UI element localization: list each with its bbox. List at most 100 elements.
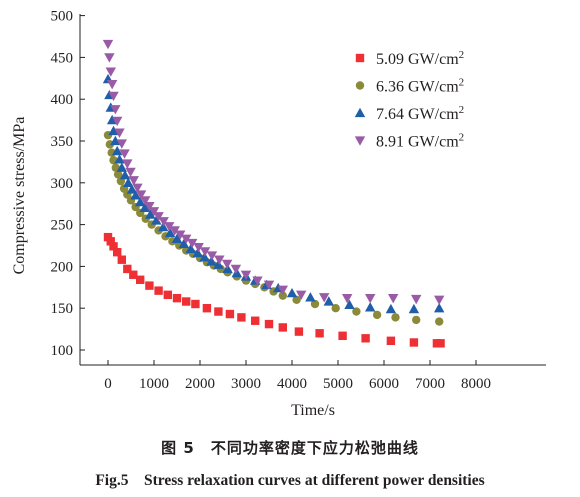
data-point xyxy=(436,339,445,348)
legend-marker xyxy=(355,53,365,63)
data-point xyxy=(391,313,400,322)
data-point xyxy=(338,331,347,340)
data-point xyxy=(130,190,141,200)
data-point xyxy=(164,227,176,238)
data-point xyxy=(408,303,420,314)
data-point xyxy=(178,238,190,248)
y-tick-label: 150 xyxy=(51,301,74,317)
data-point xyxy=(129,270,138,279)
legend-label: 7.64 GW/cm2 xyxy=(376,104,464,123)
data-point xyxy=(361,334,370,343)
data-point xyxy=(151,215,162,225)
data-point xyxy=(186,238,198,249)
data-point xyxy=(365,294,376,304)
data-point xyxy=(106,237,115,246)
data-point xyxy=(214,307,223,316)
data-point xyxy=(132,183,143,194)
data-point xyxy=(385,303,397,314)
legend-label-text: 8.91 GW/cm xyxy=(376,134,459,151)
data-point xyxy=(108,91,119,102)
x-tick-label: 8000 xyxy=(461,376,491,392)
legend-entry-3: 7.64 GW/cm2 xyxy=(354,104,464,123)
data-point xyxy=(135,196,146,207)
data-point xyxy=(125,167,136,178)
data-point xyxy=(182,297,191,306)
figure-caption-english: Fig.5 Stress relaxation curves at differ… xyxy=(95,472,485,489)
data-point xyxy=(148,207,160,217)
y-axis-title: Compressive stress/MPa xyxy=(11,117,28,275)
data-point xyxy=(135,190,147,200)
data-point xyxy=(119,170,131,180)
x-tick-label: 3000 xyxy=(231,376,261,392)
data-point xyxy=(231,267,242,278)
data-point xyxy=(163,290,172,300)
y-tick-label: 500 xyxy=(51,9,74,25)
data-point xyxy=(114,154,125,164)
y-tick-label: 400 xyxy=(51,92,74,108)
y-tick-label: 450 xyxy=(51,50,74,66)
data-point xyxy=(145,209,156,219)
data-point xyxy=(230,264,242,275)
data-point xyxy=(206,251,218,261)
data-point xyxy=(323,296,334,306)
series-4-points xyxy=(102,39,445,306)
legend-marker xyxy=(354,107,366,118)
legend-entry-2: 6.36 GW/cm2 xyxy=(355,77,464,96)
data-point xyxy=(434,303,445,313)
data-point xyxy=(372,310,382,320)
data-point xyxy=(435,317,444,326)
data-point xyxy=(116,162,127,172)
x-tick-label: 7000 xyxy=(415,376,445,392)
data-point xyxy=(292,295,301,305)
legend-label-text: 5.09 GW/cm xyxy=(376,51,459,68)
data-point xyxy=(294,327,304,336)
y-tick-label: 100 xyxy=(51,343,74,359)
data-point xyxy=(113,247,122,257)
data-point xyxy=(296,290,307,301)
data-point xyxy=(181,234,192,245)
data-point xyxy=(206,256,217,266)
legend-label-text: 6.36 GW/cm xyxy=(376,79,459,96)
y-tick-label: 200 xyxy=(51,259,74,275)
data-point xyxy=(116,139,127,149)
data-point xyxy=(202,304,212,313)
legend-label: 5.09 GW/cm2 xyxy=(376,49,464,68)
legend-entry-1: 5.09 GW/cm2 xyxy=(355,49,464,68)
data-point xyxy=(122,159,133,169)
x-tick-label: 6000 xyxy=(369,376,399,392)
data-point xyxy=(286,287,298,298)
data-point xyxy=(199,252,210,262)
legend-marker xyxy=(354,136,366,146)
data-point xyxy=(310,299,320,309)
data-point xyxy=(193,243,204,253)
data-point xyxy=(344,299,355,310)
y-tick-label: 350 xyxy=(51,134,74,150)
data-point xyxy=(191,299,200,309)
data-point xyxy=(386,336,396,346)
data-point xyxy=(140,196,151,206)
data-point xyxy=(110,105,121,115)
data-point xyxy=(331,304,340,313)
data-point xyxy=(153,212,164,222)
data-point xyxy=(102,39,114,50)
data-point xyxy=(278,323,287,332)
x-tick-label: 2000 xyxy=(185,376,215,392)
x-tick-label: 4000 xyxy=(277,376,307,392)
data-point xyxy=(169,226,180,236)
legend-label-text: 7.64 GW/cm xyxy=(376,106,459,123)
series-1-points xyxy=(103,232,445,348)
data-point xyxy=(342,294,353,304)
data-point xyxy=(106,79,118,90)
data-point xyxy=(113,170,123,179)
data-point xyxy=(144,202,155,212)
data-point xyxy=(158,217,169,227)
data-point xyxy=(145,281,154,290)
data-point xyxy=(365,302,376,312)
legend-label: 8.91 GW/cm2 xyxy=(376,132,464,151)
legend-label-superscript: 2 xyxy=(459,104,465,116)
data-point xyxy=(199,247,211,257)
data-point xyxy=(352,307,361,316)
x-tick-label: 1000 xyxy=(139,376,169,392)
legend-label-superscript: 2 xyxy=(459,132,465,144)
